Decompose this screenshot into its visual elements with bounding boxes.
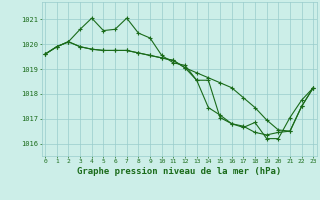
X-axis label: Graphe pression niveau de la mer (hPa): Graphe pression niveau de la mer (hPa) — [77, 167, 281, 176]
